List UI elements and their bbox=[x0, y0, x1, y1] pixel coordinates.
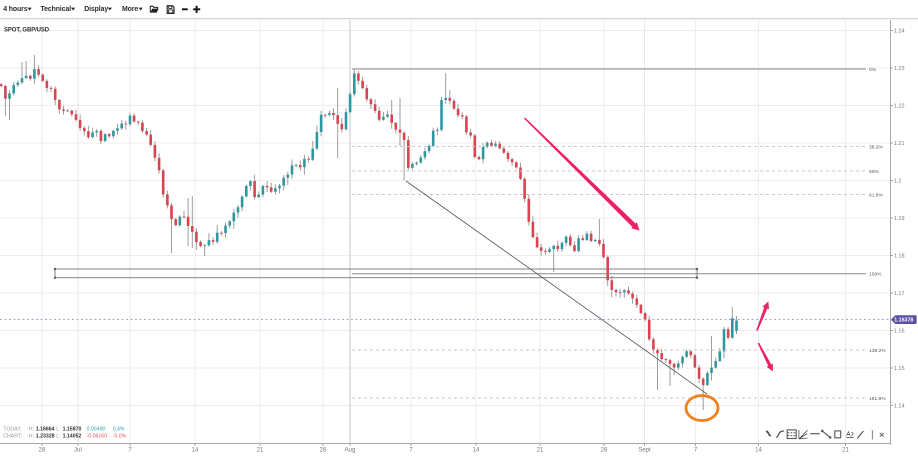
svg-text:21: 21 bbox=[257, 447, 264, 453]
svg-text:21: 21 bbox=[842, 447, 849, 453]
svg-text:28: 28 bbox=[601, 447, 608, 453]
svg-text:1.19: 1.19 bbox=[894, 216, 905, 222]
svg-text:0.4%: 0.4% bbox=[113, 426, 125, 432]
svg-text:14: 14 bbox=[755, 447, 762, 453]
svg-text:1.24: 1.24 bbox=[894, 29, 905, 35]
svg-text:14: 14 bbox=[192, 447, 199, 453]
svg-text:1.21: 1.21 bbox=[894, 141, 905, 147]
svg-text:21: 21 bbox=[537, 447, 544, 453]
svg-text:50%: 50% bbox=[869, 169, 879, 175]
svg-text:1.15870: 1.15870 bbox=[63, 426, 82, 432]
svg-text:100%: 100% bbox=[869, 272, 882, 278]
svg-text:7: 7 bbox=[409, 447, 413, 453]
svg-text:1.16378: 1.16378 bbox=[894, 318, 913, 324]
svg-text:4 hours: 4 hours bbox=[3, 6, 28, 13]
svg-text:TODAY:: TODAY: bbox=[3, 426, 22, 432]
svg-text:Technical: Technical bbox=[41, 6, 72, 13]
svg-text:Jul: Jul bbox=[74, 447, 82, 453]
svg-text:28: 28 bbox=[39, 447, 46, 453]
svg-text:-5.0%: -5.0% bbox=[113, 434, 127, 440]
svg-text:L:: L: bbox=[56, 434, 60, 440]
svg-text:1.2: 1.2 bbox=[894, 179, 902, 185]
svg-text:7: 7 bbox=[694, 447, 698, 453]
svg-text:L:: L: bbox=[56, 426, 60, 432]
svg-text:SPOT, GBP/USD: SPOT, GBP/USD bbox=[4, 27, 50, 33]
svg-text:38.2%: 38.2% bbox=[869, 144, 884, 150]
svg-text:1.14: 1.14 bbox=[894, 404, 905, 410]
svg-text:Aug: Aug bbox=[345, 447, 356, 453]
svg-text:H:: H: bbox=[29, 434, 34, 440]
svg-text:7: 7 bbox=[128, 447, 132, 453]
svg-text:1.23: 1.23 bbox=[894, 66, 905, 72]
svg-text:1.16664: 1.16664 bbox=[36, 426, 55, 432]
svg-text:0.00490: 0.00490 bbox=[87, 426, 106, 432]
svg-text:H:: H: bbox=[29, 426, 34, 432]
svg-text:-0.06160: -0.06160 bbox=[87, 434, 108, 440]
svg-text:61.8%: 61.8% bbox=[869, 192, 884, 198]
svg-text:138.2%: 138.2% bbox=[869, 348, 886, 354]
svg-text:Sept: Sept bbox=[638, 447, 651, 453]
svg-text:14: 14 bbox=[473, 447, 480, 453]
svg-text:0%: 0% bbox=[869, 67, 877, 73]
svg-text:1.22: 1.22 bbox=[894, 104, 905, 110]
svg-text:CHART:: CHART: bbox=[3, 434, 22, 440]
svg-text:1.16: 1.16 bbox=[894, 329, 905, 335]
svg-text:1.14052: 1.14052 bbox=[63, 434, 82, 440]
svg-text:1.15: 1.15 bbox=[894, 366, 905, 372]
svg-text:1.18: 1.18 bbox=[894, 254, 905, 260]
svg-text:161.8%: 161.8% bbox=[869, 396, 886, 402]
svg-text:1.23328: 1.23328 bbox=[36, 434, 55, 440]
svg-text:28: 28 bbox=[320, 447, 327, 453]
svg-text:More: More bbox=[122, 6, 138, 13]
svg-text:Display: Display bbox=[84, 6, 108, 13]
svg-text:1.17: 1.17 bbox=[894, 291, 905, 297]
